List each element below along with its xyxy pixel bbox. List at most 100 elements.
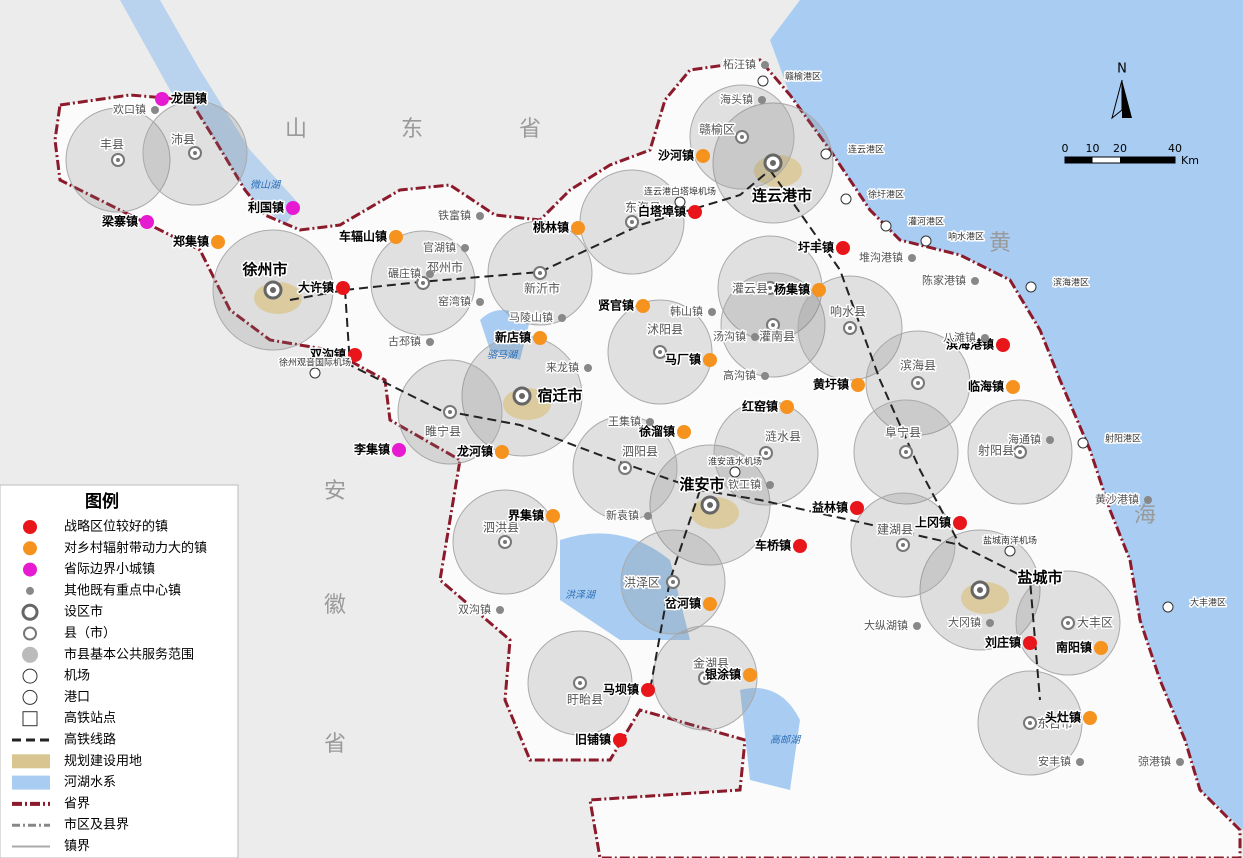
port-marker bbox=[1025, 281, 1037, 293]
other-towns-label: 大纵湖镇 bbox=[864, 618, 908, 632]
other-towns-label: 碾庄镇 bbox=[388, 266, 421, 280]
county-dot bbox=[740, 135, 744, 139]
legend-label: 河湖水系 bbox=[64, 775, 116, 790]
county-label: 沛县 bbox=[171, 133, 195, 147]
county-label: 建湖县 bbox=[877, 522, 913, 537]
legend-label: 设区市 bbox=[64, 604, 103, 620]
other-towns-marker bbox=[913, 622, 921, 630]
lake-label: 骆马湖 bbox=[487, 349, 519, 361]
region-label: 省 bbox=[324, 732, 346, 757]
sea bbox=[770, 0, 1243, 830]
scale-tick-label: 10 bbox=[1086, 142, 1100, 155]
north-arrow bbox=[1122, 80, 1132, 118]
orange-towns-label: 黄圩镇 bbox=[813, 377, 849, 392]
orange-towns-marker bbox=[211, 235, 225, 249]
legend-symbol bbox=[22, 646, 38, 663]
county-label: 东台市 bbox=[1037, 716, 1073, 731]
scale-tick-label: 40 bbox=[1168, 142, 1182, 155]
legend-symbol bbox=[22, 711, 38, 727]
orange-towns-marker bbox=[703, 353, 717, 367]
other-towns-label: 双沟镇 bbox=[458, 602, 491, 616]
legend-label: 规划建设用地 bbox=[64, 754, 142, 769]
other-towns-label: 欢口镇 bbox=[113, 102, 146, 116]
other-towns-marker bbox=[558, 314, 566, 322]
north-label: N bbox=[1117, 62, 1127, 77]
other-towns-marker bbox=[496, 606, 504, 614]
other-towns-label: 韩山镇 bbox=[670, 304, 703, 318]
airport-marker bbox=[1004, 545, 1016, 557]
red-towns-marker bbox=[953, 516, 967, 530]
port-marker bbox=[920, 235, 932, 247]
legend-label: 市区及县界 bbox=[64, 817, 129, 833]
airport-label: 连云港白塔埠机场 bbox=[644, 186, 716, 198]
region-label: 东 bbox=[401, 117, 423, 142]
red-towns-label: 车桥镇 bbox=[755, 538, 791, 553]
orange-towns-marker bbox=[389, 230, 403, 244]
county-dot bbox=[916, 381, 920, 385]
region-label: 安 bbox=[324, 479, 346, 504]
red-towns-label: 白塔埠镇 bbox=[638, 204, 686, 219]
port-marker bbox=[1162, 601, 1174, 613]
other-towns-marker bbox=[476, 298, 484, 306]
orange-towns-marker bbox=[1094, 641, 1108, 655]
other-towns-label: 陈家港镇 bbox=[922, 273, 966, 287]
city-dot bbox=[770, 160, 776, 166]
red-towns-label: 上冈镇 bbox=[915, 515, 951, 530]
airport-marker bbox=[309, 367, 321, 379]
port-marker bbox=[840, 193, 852, 205]
county-dot bbox=[421, 281, 425, 285]
legend-label: 镇界 bbox=[64, 839, 90, 854]
other-towns-marker bbox=[646, 418, 654, 426]
other-towns-label: 马陵山镇 bbox=[509, 310, 553, 324]
port-marker bbox=[1077, 437, 1089, 449]
region-label: 徽 bbox=[324, 593, 346, 618]
other-towns-marker bbox=[1076, 758, 1084, 766]
county-label: 灌云县 bbox=[732, 282, 768, 296]
legend-label: 高铁站点 bbox=[64, 710, 116, 726]
county-label: 泗阳县 bbox=[622, 445, 658, 459]
legend-symbol bbox=[12, 775, 50, 790]
red-towns-label: 大许镇 bbox=[298, 280, 334, 295]
other-towns-marker bbox=[1144, 496, 1152, 504]
county-dot bbox=[1028, 721, 1032, 725]
high-speed-rail bbox=[289, 169, 1041, 701]
port-label: 射阳港区 bbox=[1105, 433, 1141, 445]
other-towns-marker bbox=[584, 364, 592, 372]
city-label: 盐城市 bbox=[1017, 569, 1062, 587]
legend-label: 省际边界小城镇 bbox=[64, 562, 155, 577]
scale-unit: Km bbox=[1181, 154, 1199, 167]
other-towns-label: 王集镇 bbox=[608, 414, 641, 428]
legend-label: 县（市） bbox=[64, 625, 116, 641]
red-towns-label: 双沟镇 bbox=[310, 347, 346, 362]
orange-towns-marker bbox=[636, 299, 650, 313]
border-towns-label: 龙固镇 bbox=[171, 91, 207, 106]
orange-towns-label: 贤官镇 bbox=[598, 298, 634, 313]
border-towns-marker bbox=[155, 92, 169, 106]
other-towns-label: 安丰镇 bbox=[1038, 754, 1071, 768]
airport-label: 徐州观音国际机场 bbox=[279, 357, 351, 369]
legend-box bbox=[0, 484, 239, 858]
other-towns-marker bbox=[761, 61, 769, 69]
border-towns-marker bbox=[140, 215, 154, 229]
hongze-lake bbox=[560, 533, 690, 640]
orange-towns-marker bbox=[743, 668, 757, 682]
county-label: 灌南县 bbox=[759, 329, 795, 344]
red-towns-marker bbox=[641, 683, 655, 697]
county-dot bbox=[630, 220, 634, 224]
orange-towns-marker bbox=[851, 378, 865, 392]
red-towns-marker bbox=[850, 501, 864, 515]
airport-label: 淮安涟水机场 bbox=[708, 456, 762, 468]
orange-towns-label: 龙河镇 bbox=[457, 444, 493, 459]
orange-towns-marker bbox=[677, 425, 691, 439]
other-towns-label: 新袁镇 bbox=[606, 508, 639, 522]
county-label: 涟水县 bbox=[765, 429, 801, 444]
county-dot bbox=[848, 326, 852, 330]
other-towns-marker bbox=[1176, 758, 1184, 766]
orange-towns-label: 临海镇 bbox=[968, 379, 1004, 394]
red-towns-marker bbox=[836, 241, 850, 255]
county-dot bbox=[771, 323, 775, 327]
other-towns-marker bbox=[766, 481, 774, 489]
orange-towns-marker bbox=[696, 149, 710, 163]
border-towns-label: 李集镇 bbox=[353, 442, 390, 457]
red-towns-marker bbox=[1023, 636, 1037, 650]
